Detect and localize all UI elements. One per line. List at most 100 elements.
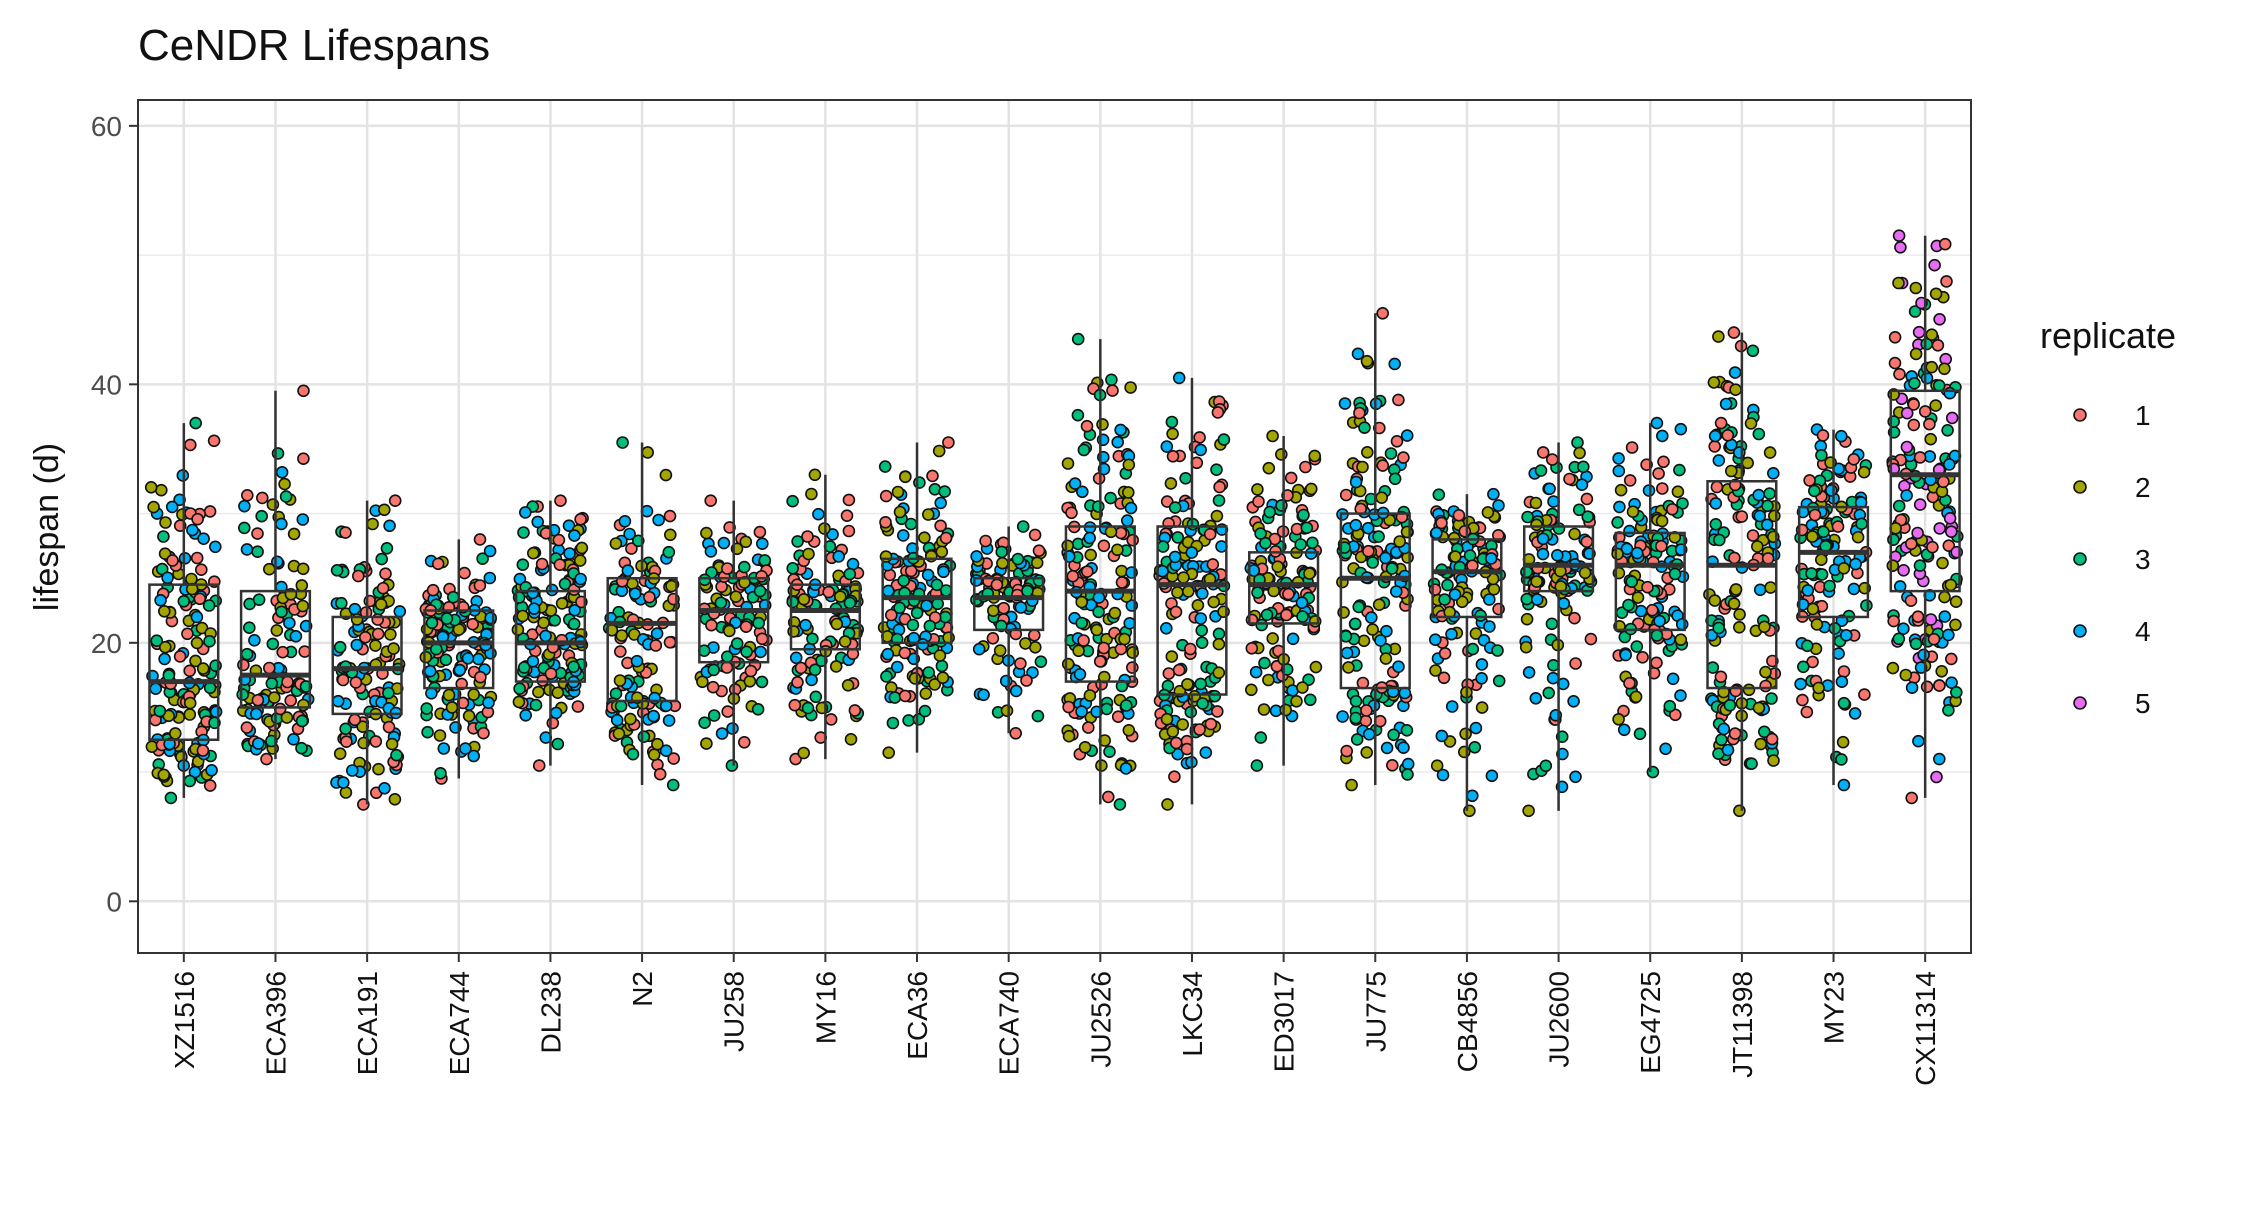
data-point [1669,708,1682,722]
data-point [1655,539,1668,553]
data-point [1673,463,1686,477]
data-point [704,545,718,558]
data-point [1360,354,1374,368]
data-point [420,702,434,715]
data-point [1400,723,1414,737]
data-point [442,688,456,702]
data-point [1920,680,1934,694]
data-point [755,675,769,689]
data-point [1182,585,1195,598]
data-point [1623,524,1636,538]
data-point [755,632,769,646]
data-point [630,654,644,668]
data-point [829,660,843,673]
data-point [240,721,254,734]
data-point [1169,736,1183,750]
data-point [1569,657,1582,670]
data-point [1104,525,1118,539]
data-point [1299,460,1312,474]
data-point [173,650,187,663]
data-point [1650,416,1664,430]
boxplot-ECA36 [881,442,953,753]
data-point [935,659,949,673]
data-point [844,732,858,746]
x-tick-label: XZ1516 [169,971,200,1069]
data-point [1746,529,1760,542]
data-point [1375,491,1388,505]
x-tick-label: JU775 [1360,971,1391,1052]
x-tick-label: JU2526 [1085,971,1116,1068]
data-point [1385,562,1399,575]
data-point [519,708,533,722]
data-point [1530,593,1544,606]
data-point [848,704,862,717]
data-point [437,742,451,755]
data-point [1650,629,1664,642]
data-point [297,698,310,712]
data-point [371,627,385,641]
data-point [939,610,952,624]
data-point [358,630,372,644]
data-point [280,711,294,724]
data-point [1342,661,1355,674]
legend-swatch [2073,624,2087,638]
data-point [1077,443,1091,457]
data-point [1374,634,1387,647]
data-point [1847,452,1861,466]
data-point [1360,746,1373,759]
data-point [1941,423,1954,437]
x-tick-label: EG4725 [1635,971,1666,1074]
data-point [157,530,170,543]
data-point [840,509,854,523]
x-tick-label: CX11314 [1910,971,1941,1086]
data-point [183,696,197,710]
box-iqr [1614,531,1686,632]
data-point [1938,610,1952,623]
data-point [809,690,823,704]
data-point [195,563,208,577]
data-point [546,716,560,730]
data-point [990,578,1004,592]
data-point [419,650,433,664]
data-point [1212,494,1226,507]
data-point [1388,472,1402,486]
data-point [1108,606,1122,620]
data-point [884,608,898,622]
data-point [1735,510,1749,523]
data-point [1710,480,1724,494]
data-point [970,550,983,563]
data-point [1536,547,1550,561]
data-point [1262,461,1276,475]
data-point [1909,637,1923,651]
data-point [659,468,673,482]
data-point [926,469,939,483]
box-layer [148,235,1961,811]
data-point [383,519,396,533]
data-point [516,558,530,572]
data-point [1763,446,1777,459]
data-point [1251,483,1264,496]
data-point [1741,456,1754,470]
data-point [467,749,481,763]
data-point [249,707,263,721]
data-point [802,547,815,561]
data-point [1166,449,1180,463]
data-point [333,640,347,654]
data-point [375,552,389,566]
data-point [1171,586,1184,599]
data-point [163,737,176,751]
data-point [737,735,751,749]
data-point [1930,770,1943,784]
data-point [1714,670,1728,684]
data-point [1949,595,1963,609]
data-point [1016,520,1030,533]
data-point [1349,518,1363,532]
boxplot-EG4725 [1614,423,1686,773]
boxplot-ED3017 [1248,436,1320,766]
data-point [935,545,949,559]
data-point [1009,726,1023,740]
data-point [388,494,402,508]
data-point [1837,561,1851,575]
data-point [1759,665,1772,679]
data-point [1034,655,1048,669]
